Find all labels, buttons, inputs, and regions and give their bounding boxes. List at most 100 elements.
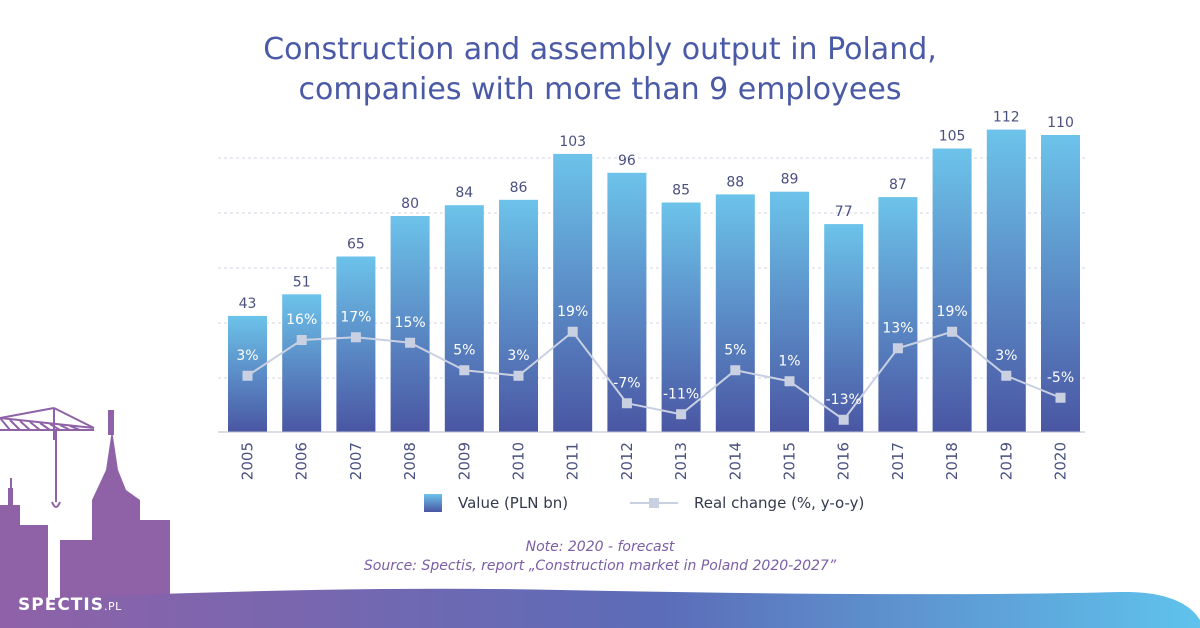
legend-line-label: Real change (%, y-o-y) bbox=[694, 494, 865, 512]
bar bbox=[336, 256, 376, 432]
spectis-logo[interactable]: SPECTIS.PL bbox=[18, 595, 122, 615]
bar-value-label: 86 bbox=[510, 180, 528, 196]
bar bbox=[1041, 135, 1080, 432]
bar bbox=[661, 202, 701, 432]
change-label: 15% bbox=[395, 315, 426, 331]
bar bbox=[932, 148, 972, 432]
crane-illustration bbox=[0, 407, 95, 508]
change-point bbox=[459, 365, 470, 376]
change-label: 13% bbox=[882, 320, 913, 336]
title-line-2: companies with more than 9 employees bbox=[298, 72, 902, 107]
x-tick-label: 2018 bbox=[943, 442, 961, 480]
x-tick-label: 2007 bbox=[347, 442, 365, 480]
bar-value-label: 89 bbox=[781, 172, 799, 188]
change-point bbox=[838, 414, 849, 425]
change-point bbox=[350, 332, 361, 343]
brand-name: SPECTIS bbox=[18, 595, 104, 615]
bar-value-label: 84 bbox=[455, 185, 473, 201]
change-label: 19% bbox=[557, 304, 588, 320]
x-tick-label: 2014 bbox=[726, 442, 744, 480]
change-label: 17% bbox=[340, 309, 371, 325]
x-tick-label: 2015 bbox=[781, 442, 799, 480]
legend-line-swatch bbox=[630, 494, 678, 512]
x-tick-label: 2006 bbox=[293, 442, 311, 480]
change-label: -5% bbox=[1047, 370, 1074, 386]
x-tick-label: 2013 bbox=[672, 442, 690, 480]
x-tick-label: 2008 bbox=[401, 442, 419, 480]
x-tick-label: 2017 bbox=[889, 442, 907, 480]
brand-suffix: .PL bbox=[103, 600, 122, 613]
notes: Note: 2020 - forecast Source: Spectis, r… bbox=[0, 538, 1200, 576]
bar bbox=[824, 224, 864, 432]
bar-value-label: 43 bbox=[239, 296, 257, 312]
change-point bbox=[730, 365, 741, 376]
change-point bbox=[947, 326, 958, 337]
change-label: -11% bbox=[663, 386, 699, 402]
bar-value-label: 96 bbox=[618, 153, 636, 169]
bar-value-label: 80 bbox=[401, 196, 419, 212]
bar bbox=[444, 205, 484, 432]
bar-value-label: 87 bbox=[889, 177, 907, 193]
bar-value-label: 105 bbox=[939, 129, 966, 145]
x-tick-label: 2012 bbox=[618, 442, 636, 480]
bar-value-label: 51 bbox=[293, 274, 311, 290]
x-tick-label: 2005 bbox=[239, 442, 257, 480]
change-label: 3% bbox=[507, 348, 529, 364]
change-point bbox=[296, 335, 307, 345]
chart-title: Construction and assembly output in Pola… bbox=[0, 30, 1200, 110]
legend-bar-swatch bbox=[424, 494, 442, 512]
bar bbox=[715, 194, 755, 432]
change-label: 3% bbox=[236, 348, 258, 364]
change-point bbox=[513, 370, 524, 381]
bar bbox=[553, 153, 593, 432]
change-label: 3% bbox=[995, 348, 1017, 364]
change-point bbox=[784, 376, 795, 387]
change-point bbox=[1001, 370, 1012, 381]
change-point bbox=[892, 343, 903, 354]
change-label: 5% bbox=[453, 342, 475, 358]
legend-bar-label: Value (PLN bn) bbox=[458, 494, 569, 512]
change-label: 5% bbox=[724, 342, 746, 358]
bar-value-label: 110 bbox=[1047, 115, 1074, 131]
footer-wave bbox=[0, 588, 1200, 628]
bar bbox=[390, 216, 430, 432]
change-label: 19% bbox=[937, 304, 968, 320]
x-tick-label: 2016 bbox=[835, 442, 853, 480]
bar-value-label: 77 bbox=[835, 204, 853, 220]
bar bbox=[282, 294, 322, 432]
x-tick-label: 2011 bbox=[564, 442, 582, 480]
x-tick-label: 2019 bbox=[997, 442, 1015, 480]
bar bbox=[607, 172, 647, 433]
bar-value-label: 112 bbox=[993, 110, 1020, 126]
change-label: -13% bbox=[826, 392, 862, 408]
bar bbox=[499, 199, 538, 432]
change-point bbox=[405, 337, 416, 348]
x-tick-label: 2020 bbox=[1052, 442, 1070, 480]
bar-value-label: 65 bbox=[347, 237, 365, 253]
change-point bbox=[676, 409, 687, 420]
bar-value-label: 85 bbox=[672, 183, 690, 199]
city-skyline-illustration bbox=[0, 410, 170, 600]
change-point bbox=[567, 326, 578, 337]
change-series-line bbox=[246, 330, 1061, 422]
x-tick-label: 2010 bbox=[510, 442, 528, 480]
source-text: Source: Spectis, report „Construction ma… bbox=[363, 558, 837, 574]
legend: Value (PLN bn) Real change (%, y-o-y) bbox=[0, 494, 1200, 518]
legend-item-change: Real change (%, y-o-y) bbox=[630, 494, 864, 512]
change-point bbox=[1055, 392, 1066, 403]
note-text: Note: 2020 - forecast bbox=[525, 539, 675, 555]
x-tick-label: 2009 bbox=[455, 442, 473, 480]
change-point bbox=[242, 370, 253, 381]
bar bbox=[770, 191, 809, 432]
change-point bbox=[621, 398, 632, 409]
change-label: 16% bbox=[286, 312, 317, 328]
bar-value-label: 88 bbox=[726, 174, 744, 190]
legend-item-value: Value (PLN bn) bbox=[424, 494, 568, 512]
change-label: 1% bbox=[778, 353, 800, 369]
bar-value-label: 103 bbox=[559, 134, 586, 150]
change-label: -7% bbox=[613, 375, 640, 391]
bar bbox=[878, 197, 918, 432]
title-line-1: Construction and assembly output in Pola… bbox=[263, 32, 937, 67]
